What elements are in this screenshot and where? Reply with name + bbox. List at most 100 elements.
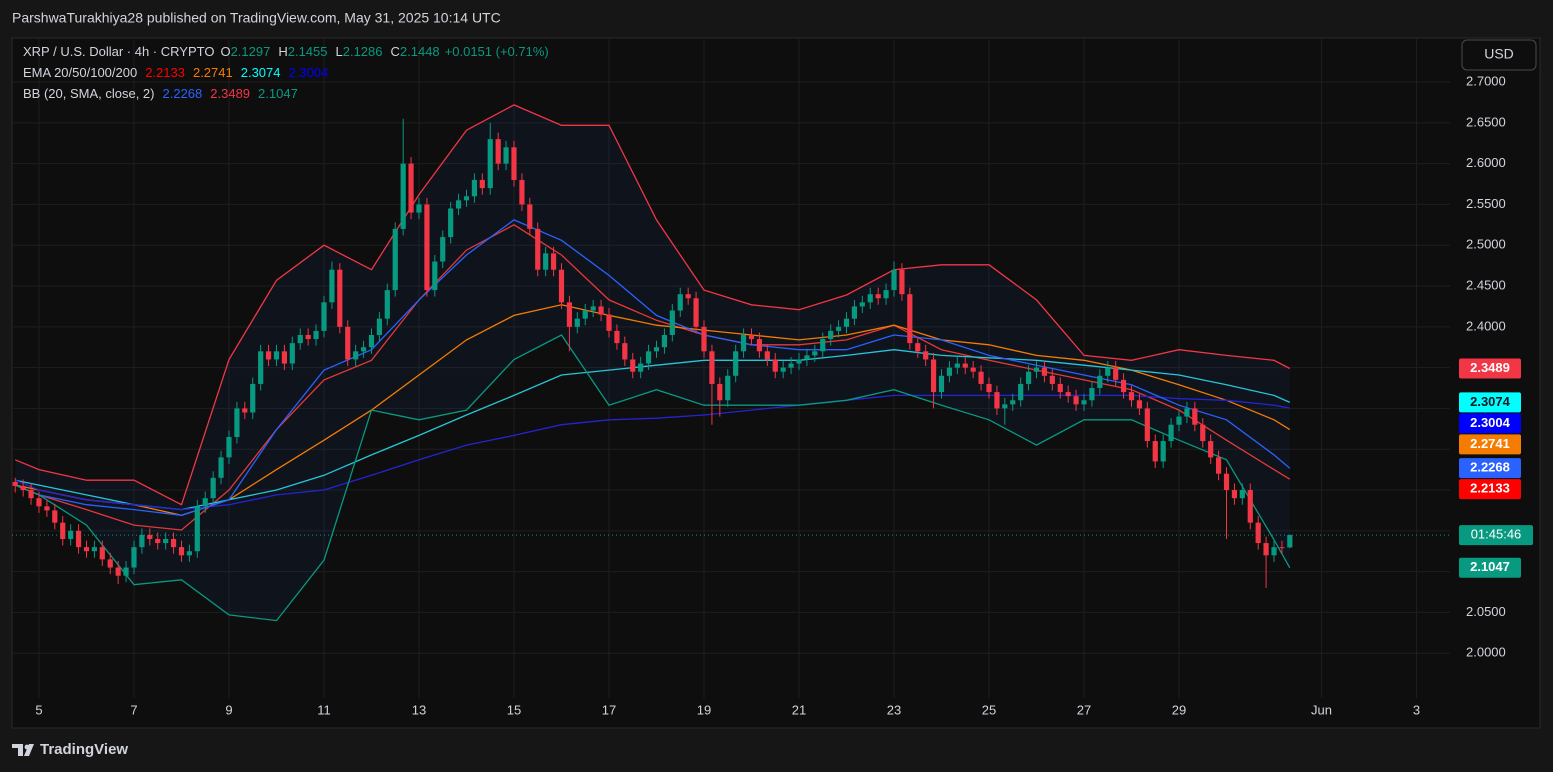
ohlc-key: L	[336, 44, 343, 59]
candle-body	[186, 551, 193, 556]
candle-body	[1089, 388, 1095, 401]
y-tick-label: 2.6500	[1466, 114, 1506, 129]
x-tick-label: 15	[507, 702, 521, 717]
candle-body	[107, 559, 113, 568]
candle-body	[202, 498, 208, 507]
candle-body	[1168, 424, 1174, 442]
candle-body	[693, 298, 699, 327]
candle-body	[495, 139, 501, 164]
ohlc-key: C	[391, 44, 400, 59]
candle-body	[1200, 424, 1206, 442]
candle-body	[448, 208, 454, 238]
candle-body	[717, 383, 723, 401]
candle-body	[843, 318, 850, 327]
indicator-value: 2.3489	[210, 86, 250, 101]
indicator-value: 2.2268	[163, 86, 203, 101]
candle-body	[297, 334, 303, 344]
candle-body	[75, 530, 82, 548]
candle-body	[52, 510, 58, 523]
currency-button[interactable]	[1461, 39, 1537, 71]
candle-body	[622, 343, 628, 360]
price-label-box	[1459, 479, 1521, 500]
candle-body	[582, 310, 588, 319]
candle-body	[265, 351, 272, 360]
candle-body	[954, 363, 960, 368]
candle-body	[424, 204, 430, 291]
price-label-box	[1459, 413, 1521, 434]
candle-body	[1231, 490, 1238, 499]
candle-body	[1160, 441, 1166, 462]
candle-body	[12, 481, 18, 486]
candle-body	[772, 359, 778, 372]
candle-body	[218, 457, 224, 478]
candle-body	[329, 269, 335, 303]
candle-body	[384, 290, 390, 319]
ohlc-value: 2.1455	[288, 44, 328, 59]
candle-body	[345, 326, 351, 360]
ohlc-value: 2.1297	[231, 44, 271, 59]
chart-pane	[11, 37, 1541, 729]
candle-body	[281, 351, 288, 364]
candle-body	[131, 547, 137, 568]
candle-body	[812, 351, 818, 356]
candle-body	[756, 339, 763, 352]
candle-body	[701, 326, 707, 352]
candle-body	[479, 179, 485, 189]
candle-body	[503, 147, 509, 164]
candle-body	[242, 408, 248, 413]
price-label-box	[1459, 392, 1521, 413]
y-tick-label: 2.0000	[1466, 645, 1506, 660]
candle-body	[1033, 367, 1040, 372]
candle-body	[1025, 371, 1032, 384]
candle-body	[337, 269, 343, 327]
y-tick-label: 2.7000	[1466, 73, 1506, 88]
x-tick-label: 19	[697, 702, 711, 717]
indicator-legend: BB (20, SMA, close, 2) 2.2268 2.3489 2.1047	[23, 86, 298, 101]
price-label: 2.1047	[1470, 559, 1510, 574]
candle-body	[99, 547, 105, 560]
candle-body	[946, 367, 953, 376]
indicator-value: 2.2741	[193, 65, 233, 80]
candle-body	[835, 326, 842, 331]
candle-body	[1184, 408, 1190, 417]
candle-body	[1255, 522, 1261, 544]
candle-body	[511, 147, 517, 180]
candle-body	[1271, 547, 1277, 556]
candle-body	[923, 351, 929, 360]
candle-body	[883, 290, 889, 299]
price-label: 2.3489	[1470, 360, 1510, 375]
candle-body	[36, 498, 42, 507]
candle-body	[368, 334, 375, 348]
indicator-value: 2.3004	[289, 65, 329, 80]
candle-body	[1263, 543, 1269, 556]
currency-label[interactable]: USD	[1484, 46, 1514, 62]
candle-body	[606, 314, 612, 331]
candle-body	[986, 383, 992, 393]
indicator-value: 2.3074	[241, 65, 281, 80]
price-label-box	[1459, 358, 1521, 379]
candle-body	[891, 269, 897, 291]
candle-body	[1081, 400, 1087, 405]
candle-body	[653, 347, 660, 352]
candle-body	[1144, 408, 1150, 442]
candle-body	[305, 334, 311, 340]
candle-body	[558, 269, 565, 303]
x-tick-label: Jun	[1311, 702, 1332, 717]
candle-body	[590, 306, 596, 311]
indicator-title: BB (20, SMA, close, 2)	[23, 86, 155, 101]
x-tick-label: 7	[130, 702, 137, 717]
candle-body	[661, 334, 668, 348]
candle-body	[867, 294, 873, 303]
candle-body	[250, 383, 256, 413]
candle-body	[471, 179, 478, 197]
candle-body	[353, 351, 359, 360]
x-tick-label: 25	[982, 702, 996, 717]
candle-body	[519, 179, 525, 205]
ohlc-value: 2.1286	[343, 44, 383, 59]
candle-body	[60, 522, 66, 539]
candle-body	[645, 351, 652, 364]
candle-body	[155, 538, 161, 544]
price-label: 2.2741	[1470, 436, 1510, 451]
candle-body	[780, 367, 786, 372]
x-tick-label: 21	[792, 702, 806, 717]
